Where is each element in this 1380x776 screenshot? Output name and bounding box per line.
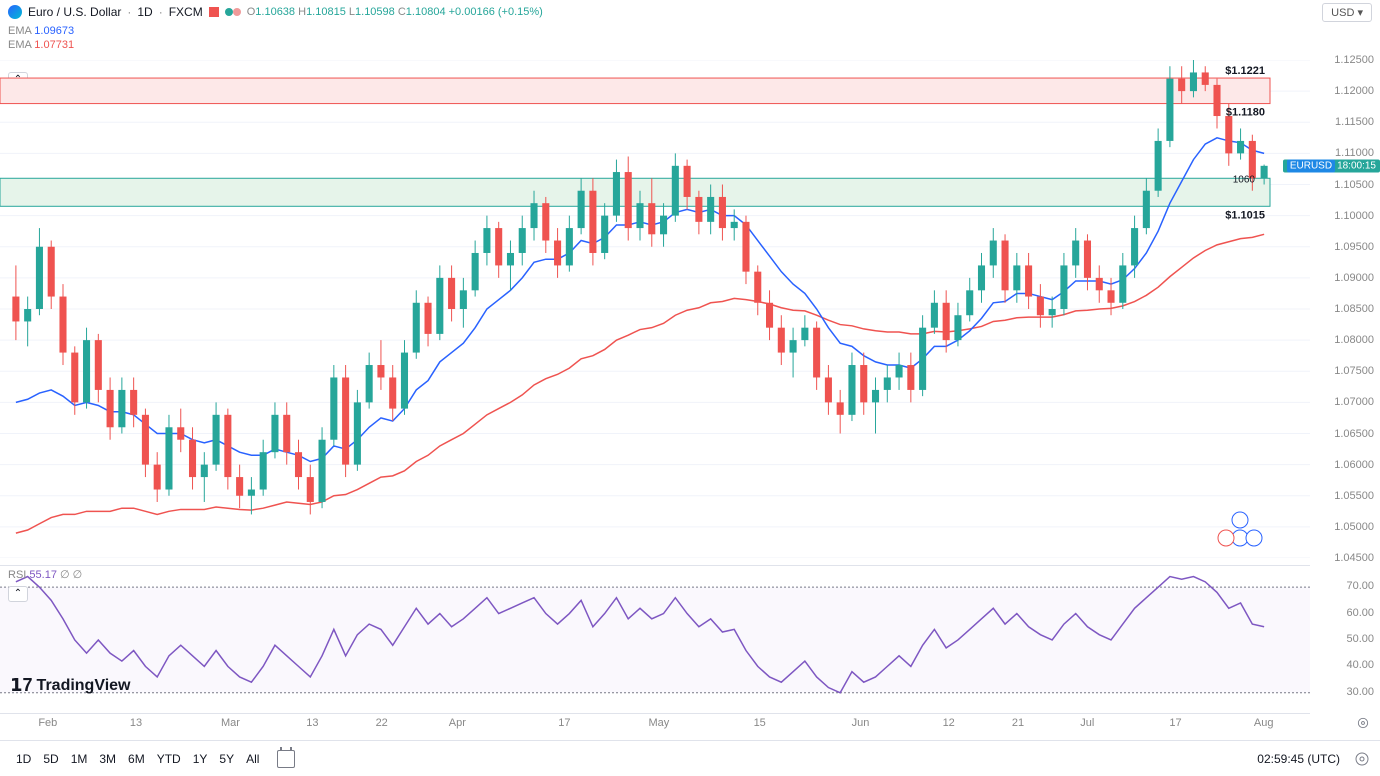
svg-text:$1.1180: $1.1180 [1226, 107, 1265, 119]
price-chart[interactable]: $1.1221 $1.1180 $1.1015 1060 [0, 60, 1310, 558]
tradingview-logo-icon: 𝟭7 [10, 675, 33, 696]
clock-readout[interactable]: 02:59:45 (UTC) [1257, 752, 1340, 766]
gear-icon[interactable] [1354, 751, 1370, 767]
timeframe-label[interactable]: 1D [137, 5, 152, 19]
rsi-y-tick: 50.00 [1346, 633, 1374, 645]
x-tick: Jun [852, 717, 870, 729]
rsi-y-tick: 60.00 [1346, 607, 1374, 619]
y-tick: 1.11000 [1335, 147, 1374, 159]
timeframe-all[interactable]: All [240, 748, 265, 770]
rsi-y-tick: 30.00 [1346, 686, 1374, 698]
rsi-panel[interactable]: RSI 55.17 ∅ ∅ ⌃ [0, 565, 1310, 705]
svg-text:$1.1221: $1.1221 [1225, 65, 1265, 77]
timeframe-3m[interactable]: 3M [93, 748, 122, 770]
y-tick: 1.07500 [1334, 365, 1374, 377]
x-tick: Jul [1080, 717, 1094, 729]
x-tick: Aug [1254, 717, 1274, 729]
calendar-icon[interactable] [277, 750, 295, 768]
indicator-dots-icon [225, 8, 241, 16]
tradingview-watermark: 𝟭7 TradingView [10, 675, 131, 696]
last-candle-icon [209, 7, 219, 17]
x-tick: Apr [449, 717, 466, 729]
chevron-down-icon: ▾ [1357, 7, 1363, 19]
y-tick: 1.04500 [1334, 552, 1374, 564]
timeframe-1y[interactable]: 1Y [187, 748, 214, 770]
timeframe-1m[interactable]: 1M [65, 748, 94, 770]
y-tick: 1.10500 [1334, 179, 1374, 191]
x-tick: May [649, 717, 670, 729]
timeframe-1d[interactable]: 1D [10, 748, 37, 770]
ohlc-readout: O1.10638 H1.10815 L1.10598 C1.10804 +0.0… [247, 6, 543, 18]
time-x-axis[interactable]: Feb 13 Mar 13 22 Apr 17 May 15 Jun 12 21 Jul 17 Aug [0, 713, 1310, 733]
y-tick: 1.11500 [1335, 116, 1374, 128]
timeframe-ytd[interactable]: YTD [151, 748, 187, 770]
y-tick: 1.05500 [1334, 490, 1374, 502]
y-tick: 1.06000 [1334, 459, 1374, 471]
timeframe-5y[interactable]: 5Y [213, 748, 240, 770]
x-tick: 21 [1012, 717, 1024, 729]
y-tick: 1.05000 [1334, 521, 1374, 533]
bottom-toolbar: 1D5D1M3M6MYTD1Y5YAll 02:59:45 (UTC) [0, 740, 1380, 776]
price-countdown-tag: EURUSD18:00:15 [1283, 159, 1380, 172]
x-tick: Mar [221, 717, 240, 729]
x-tick: 13 [306, 717, 318, 729]
rsi-legend[interactable]: RSI 55.17 ∅ ∅ [8, 568, 82, 581]
x-tick: 17 [558, 717, 570, 729]
svg-text:1060: 1060 [1233, 174, 1256, 185]
x-tick: 12 [943, 717, 955, 729]
rsi-y-tick: 40.00 [1346, 659, 1374, 671]
x-tick: 22 [376, 717, 388, 729]
price-y-axis[interactable]: 1.045001.050001.055001.060001.065001.070… [1310, 60, 1380, 558]
x-tick: 15 [754, 717, 766, 729]
y-tick: 1.09000 [1334, 272, 1374, 284]
axis-settings-icon[interactable] [1356, 716, 1370, 730]
chart-header: Euro / U.S. Dollar · 1D · FXCM O1.10638 … [0, 0, 1380, 24]
x-tick: Feb [38, 717, 57, 729]
timeframe-6m[interactable]: 6M [122, 748, 151, 770]
currency-selector[interactable]: USD ▾ [1322, 3, 1372, 22]
timeframe-5d[interactable]: 5D [37, 748, 64, 770]
y-tick: 1.10000 [1334, 210, 1374, 222]
symbol-logo-icon [8, 5, 22, 19]
y-tick: 1.12500 [1334, 54, 1374, 66]
y-tick: 1.06500 [1334, 428, 1374, 440]
rsi-y-tick: 70.00 [1346, 580, 1374, 592]
y-tick: 1.07000 [1334, 396, 1374, 408]
x-tick: 17 [1169, 717, 1181, 729]
svg-text:$1.1015: $1.1015 [1225, 209, 1265, 221]
rsi-y-axis[interactable]: 30.00 40.00 50.00 60.00 70.00 [1310, 565, 1380, 705]
x-tick: 13 [130, 717, 142, 729]
collapse-rsi-button[interactable]: ⌃ [8, 586, 28, 602]
y-tick: 1.08500 [1334, 303, 1374, 315]
y-tick: 1.09500 [1334, 241, 1374, 253]
y-tick: 1.08000 [1334, 334, 1374, 346]
exchange-label: FXCM [169, 5, 203, 19]
timeframe-buttons: 1D5D1M3M6MYTD1Y5YAll [10, 752, 265, 766]
ema-fast-legend[interactable]: EMA 1.09673 [0, 24, 1380, 38]
y-tick: 1.12000 [1334, 85, 1374, 97]
symbol-title[interactable]: Euro / U.S. Dollar [28, 5, 121, 19]
ema-slow-legend[interactable]: EMA 1.07731 [0, 38, 1380, 52]
